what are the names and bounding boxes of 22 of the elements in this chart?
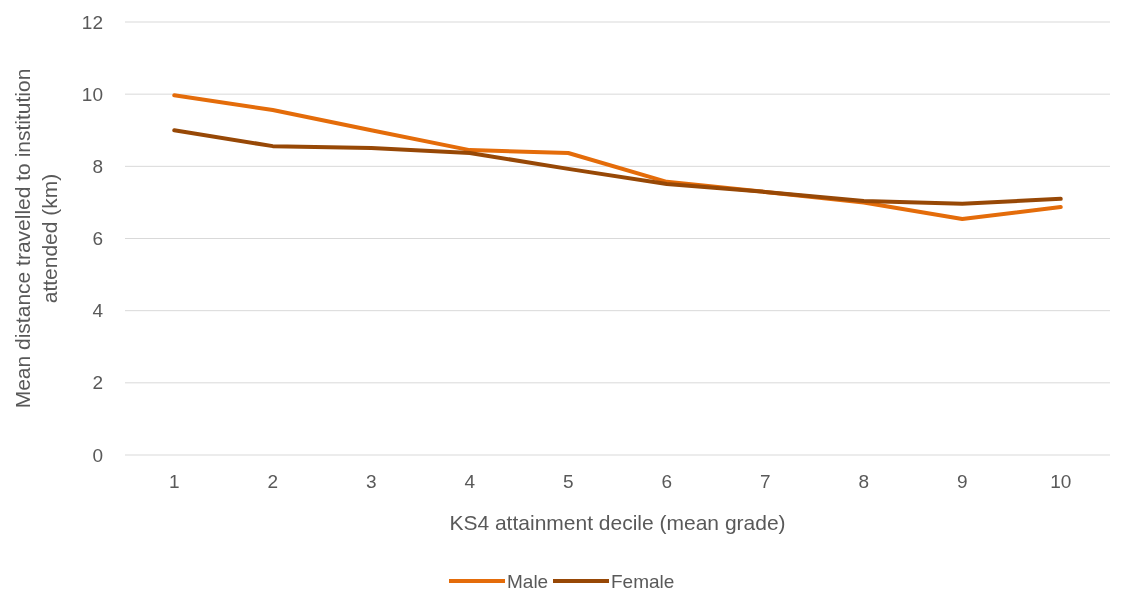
- x-tick-label: 9: [956, 471, 968, 492]
- x-tick-label: 5: [562, 471, 574, 492]
- y-tick-label: 2: [92, 372, 103, 394]
- x-tick-label: 4: [464, 471, 476, 492]
- legend-label: Female: [611, 571, 675, 592]
- x-tick-label: 7: [759, 471, 771, 492]
- x-axis-title: KS4 attainment decile (mean grade): [449, 511, 786, 534]
- y-axis-title: Mean distance travelled to institution attended (km): [11, 68, 61, 409]
- x-tick-label: 1: [168, 471, 180, 492]
- legend-label: Male: [507, 571, 549, 592]
- y-tick-label: 0: [92, 444, 103, 466]
- x-tick-label: 2: [267, 471, 279, 492]
- x-tick-label: 8: [858, 471, 870, 492]
- x-tick-label: 3: [365, 471, 377, 492]
- y-tick-label: 8: [92, 155, 103, 177]
- x-tick-label: 10: [1050, 471, 1072, 492]
- line-series: [172, 128, 1063, 206]
- y-tick-label: 6: [92, 228, 103, 250]
- y-tick-label: 10: [81, 83, 103, 105]
- y-tick-label: 4: [92, 300, 104, 322]
- x-tick-label: 6: [661, 471, 673, 492]
- y-tick-label: 12: [81, 11, 103, 33]
